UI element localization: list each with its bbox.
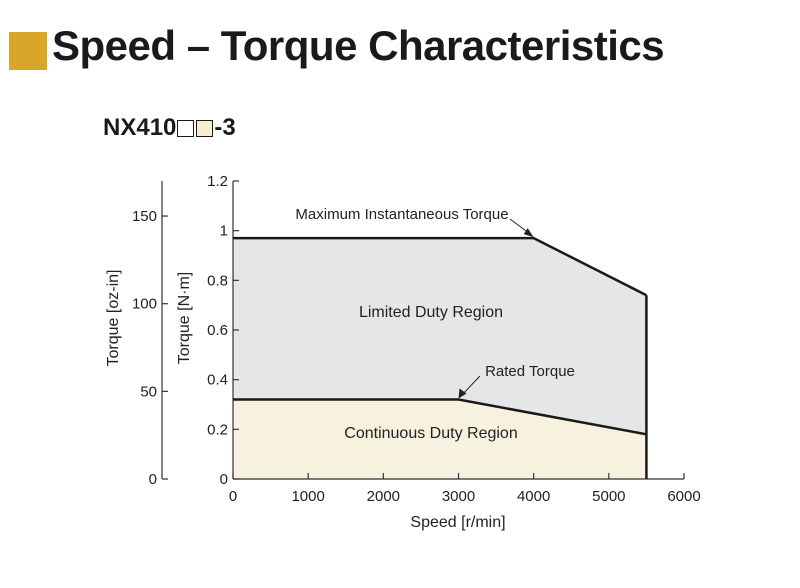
continuous-duty-region [233,399,647,479]
x-tick-label: 5000 [592,488,625,505]
limited-duty-region-label: Limited Duty Region [359,304,503,321]
model-number: NX410 -3 [103,114,236,142]
x-axis-label: Speed [r/min] [410,514,505,531]
y-axis-label: Torque [N·m] [176,272,193,364]
x-tick-label: 4000 [517,488,550,505]
chart-axes: 0 1000 2000 3000 4000 5000 600000.20.40.60.811… [132,173,701,505]
x-tick-label: 2000 [367,488,400,505]
max-torque-annotation: Maximum Instantaneous Torque [295,206,508,223]
y2-tick-label: 0 [149,471,157,488]
x-tick-label: 6000 [667,488,700,505]
placeholder-box-filled [196,119,214,137]
chart-labels: Speed [r/min] Torque [N·m] Torque [oz-in… [105,206,575,531]
rated-torque-arrowhead [458,388,467,399]
y-tick-label: 0 [220,471,228,488]
rated-torque-line [233,398,647,436]
max-torque-line [233,236,647,297]
y2-tick-label: 50 [140,383,157,400]
y2-axis-label: Torque [oz-in] [105,270,122,367]
model-prefix: NX410 [103,114,177,141]
y-tick-label: 0.6 [207,322,228,339]
title-square-icon [9,32,47,70]
y-tick-label: 0.2 [207,421,228,438]
x-tick-label: 3000 [442,488,475,505]
x-tick-label: 1000 [291,488,324,505]
max-torque-arrowhead [523,228,534,238]
continuous-duty-region-label: Continuous Duty Region [344,425,517,442]
rated-torque-annotation: Rated Torque [485,363,575,380]
chart-regions [233,238,647,479]
y-tick-label: 0.8 [207,272,228,289]
chart-curves [233,218,648,479]
y-tick-label: 1 [220,223,228,240]
page-title: Speed – Torque Characteristics [52,22,665,69]
model-suffix: -3 [214,114,236,141]
x-tick-label: 0 [229,488,237,505]
y-tick-label: 1.2 [207,173,228,190]
y2-tick-label: 150 [132,208,157,225]
placeholder-box-empty [177,119,195,137]
y-tick-label: 0.4 [207,372,228,389]
y2-tick-label: 100 [132,296,157,313]
